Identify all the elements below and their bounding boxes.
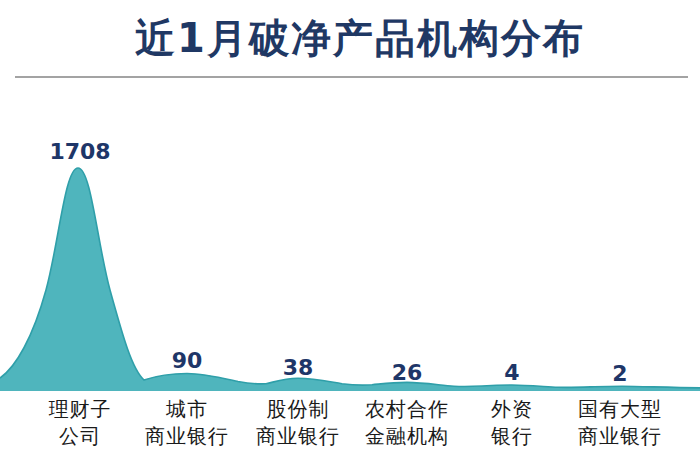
category-line-2: 银行 (491, 423, 533, 450)
category-line-2: 商业银行 (578, 423, 662, 450)
category-line-1: 股份制 (256, 396, 340, 423)
category-label-gufenzhi: 股份制 商业银行 (256, 396, 340, 450)
value-label-waizi: 4 (504, 360, 519, 385)
category-line-1: 理财子 (49, 396, 112, 423)
category-line-1: 农村合作 (365, 396, 449, 423)
category-label-waizi: 外资 银行 (491, 396, 533, 450)
value-label-nongcun: 26 (392, 360, 423, 385)
chart-card: 近1月破净产品机构分布 1708 90 38 26 4 2 理财子 公司 城市 … (0, 0, 700, 475)
category-label-guoyou: 国有大型 商业银行 (578, 396, 662, 450)
category-line-1: 国有大型 (578, 396, 662, 423)
category-label-nongcun: 农村合作 金融机构 (365, 396, 449, 450)
value-label-licaizi: 1708 (49, 139, 110, 164)
category-line-2: 公司 (49, 423, 112, 450)
category-line-2: 商业银行 (256, 423, 340, 450)
category-label-licaizi: 理财子 公司 (49, 396, 112, 450)
category-line-2: 金融机构 (365, 423, 449, 450)
category-line-1: 城市 (145, 396, 229, 423)
category-line-2: 商业银行 (145, 423, 229, 450)
category-label-chengshi: 城市 商业银行 (145, 396, 229, 450)
value-label-guoyou: 2 (612, 361, 627, 386)
area-fill (0, 168, 700, 391)
value-label-chengshi: 90 (172, 348, 203, 373)
category-line-1: 外资 (491, 396, 533, 423)
value-label-gufenzhi: 38 (283, 355, 314, 380)
